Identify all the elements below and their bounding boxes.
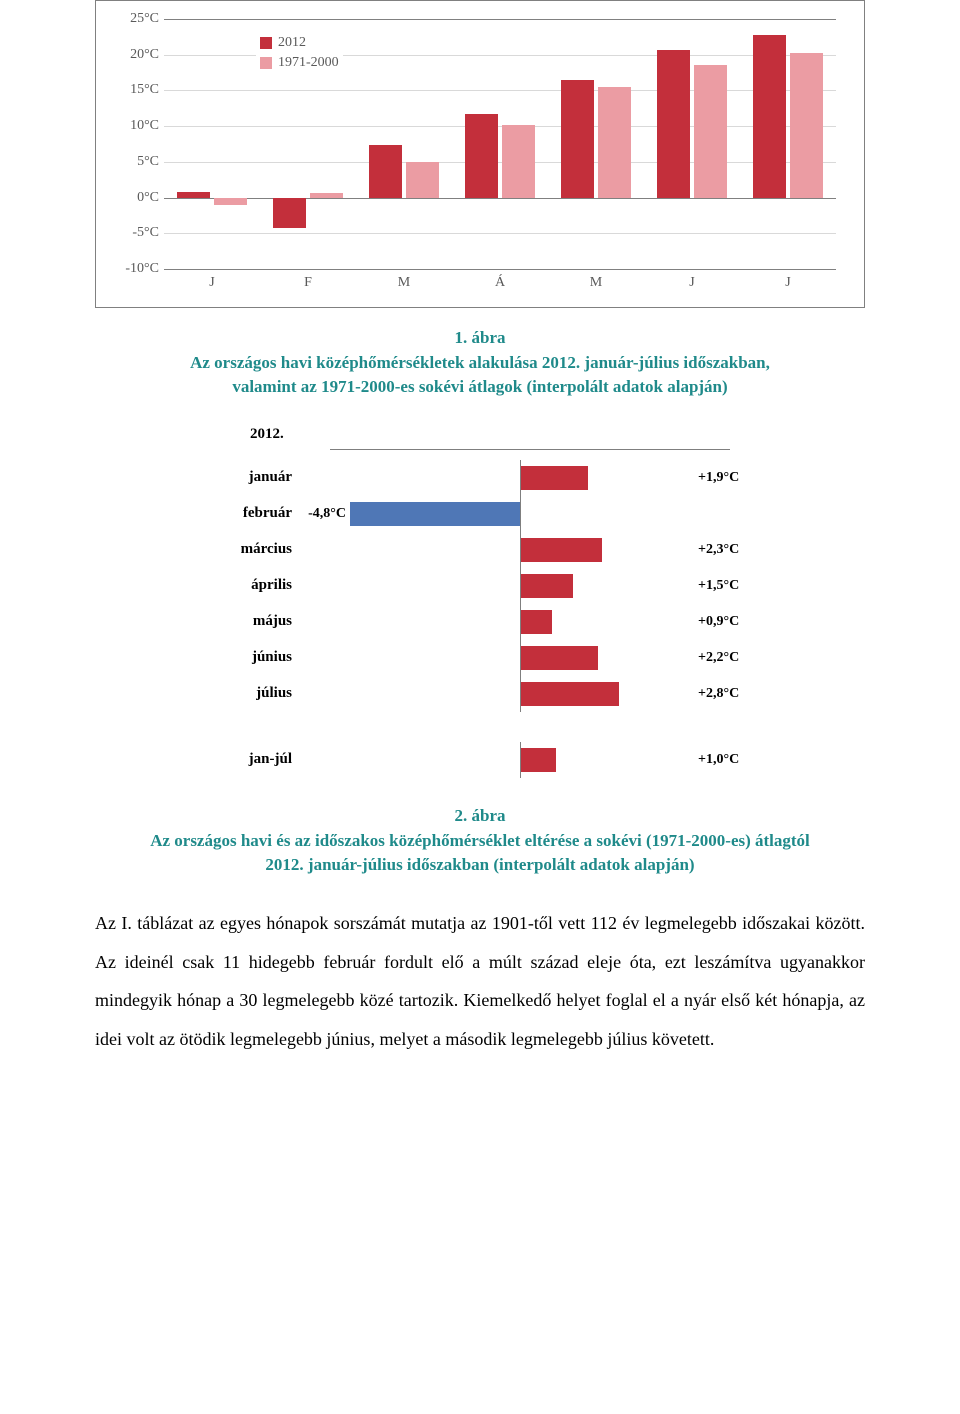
chart2-row: január +1,9°C xyxy=(200,460,760,496)
chart2-bar-wrap xyxy=(350,742,690,778)
chart1-bar xyxy=(273,198,306,228)
chart2-bar-wrap xyxy=(350,640,690,676)
chart2-row: április +1,5°C xyxy=(200,568,760,604)
chart2-row-label: június xyxy=(200,649,302,666)
chart2-pos-value: +2,8°C xyxy=(690,686,760,702)
chart2-pos-value: +2,2°C xyxy=(690,650,760,666)
chart2-row-label: április xyxy=(200,577,302,594)
chart1-bar xyxy=(502,125,535,198)
chart2-bar xyxy=(350,502,520,526)
chart1-xlabel: M xyxy=(548,269,644,291)
chart2-pos-value: +1,9°C xyxy=(690,470,760,486)
chart2-row: március +2,3°C xyxy=(200,532,760,568)
chart1-xlabel: F xyxy=(260,269,356,291)
chart1-legend-row: 2012 xyxy=(260,33,339,53)
chart2-row: február-4,8°C xyxy=(200,496,760,532)
chart2-bar-wrap xyxy=(350,532,690,568)
chart2-title-underline xyxy=(330,449,730,450)
chart1-ylabel: 20°C xyxy=(109,47,159,63)
body-paragraph: Az I. táblázat az egyes hónapok sorszámá… xyxy=(95,904,865,1059)
chart2-row-label: július xyxy=(200,685,302,702)
chart2-bar-wrap xyxy=(350,496,690,532)
chart1-xlabel: Á xyxy=(452,269,548,291)
caption2-line2: Az országos havi és az időszakos középhő… xyxy=(150,831,810,850)
legend-label: 1971-2000 xyxy=(278,55,339,71)
chart2-row-label: jan-júl xyxy=(200,751,302,768)
chart1-bar xyxy=(753,35,786,198)
chart2-caption: 2. ábra Az országos havi és az időszakos… xyxy=(95,804,865,878)
chart2-container: 2012. január +1,9°C február-4,8°C március +2… xyxy=(200,426,760,778)
chart1-bar-group: Á xyxy=(452,19,548,269)
chart1-bar-group: M xyxy=(356,19,452,269)
chart1-container: 25°C20°C15°C10°C5°C0°C-5°C-10°C JFMÁMJJ … xyxy=(95,0,865,308)
chart1-legend-row: 1971-2000 xyxy=(260,53,339,73)
chart1-bar xyxy=(790,53,823,197)
chart2-pos-value: +2,3°C xyxy=(690,542,760,558)
caption2-line1: 2. ábra xyxy=(455,806,506,825)
chart2-row: május +0,9°C xyxy=(200,604,760,640)
chart1-xlabel: J xyxy=(164,269,260,291)
chart1-ylabel: 5°C xyxy=(109,154,159,170)
chart1-ylabel: 15°C xyxy=(109,82,159,98)
chart2-row-label: március xyxy=(200,541,302,558)
chart1-bar xyxy=(214,198,247,206)
caption1-line3: valamint az 1971-2000-es sokévi átlagok … xyxy=(232,377,727,396)
chart1-ylabel: -5°C xyxy=(109,225,159,241)
chart1-bar xyxy=(598,87,631,198)
chart2-bar-wrap xyxy=(350,568,690,604)
chart2-bar xyxy=(521,748,556,772)
chart1-xlabel: M xyxy=(356,269,452,291)
chart1-bar-group: J xyxy=(740,19,836,269)
chart1-xlabel: J xyxy=(740,269,836,291)
chart1-ylabel: 0°C xyxy=(109,190,159,206)
chart2-bar-wrap xyxy=(350,676,690,712)
caption2-line3: 2012. január-július időszakban (interpol… xyxy=(265,855,694,874)
chart1-legend: 2012 1971-2000 xyxy=(256,31,343,75)
chart1-bar xyxy=(561,80,594,197)
chart2-title: 2012. xyxy=(250,426,760,443)
chart2-row: július +2,8°C xyxy=(200,676,760,712)
legend-swatch xyxy=(260,37,272,49)
chart2-row: jan-júl +1,0°C xyxy=(200,742,760,778)
chart2-bar xyxy=(521,538,602,562)
chart2-bar xyxy=(521,682,620,706)
chart1-bar xyxy=(406,162,439,198)
chart2-bar-wrap xyxy=(350,460,690,496)
chart2-neg-value: -4,8°C xyxy=(302,506,350,522)
caption1-line1: 1. ábra xyxy=(455,328,506,347)
chart1-caption: 1. ábra Az országos havi középhőmérsékle… xyxy=(95,326,865,400)
chart1-bar-group: J xyxy=(644,19,740,269)
chart2-row-label: január xyxy=(200,469,302,486)
chart2-pos-value: +1,0°C xyxy=(690,752,760,768)
chart2-bar xyxy=(521,646,599,670)
chart1-bar-group: M xyxy=(548,19,644,269)
chart2-row: június +2,2°C xyxy=(200,640,760,676)
chart2-pos-value: +1,5°C xyxy=(690,578,760,594)
chart1-ylabel: -10°C xyxy=(109,261,159,277)
chart2-row-label: február xyxy=(200,505,302,522)
chart2-bar xyxy=(521,466,588,490)
chart1-bar xyxy=(310,193,343,197)
chart1-bar xyxy=(177,192,210,198)
chart2-pos-value: +0,9°C xyxy=(690,614,760,630)
caption1-line2: Az országos havi középhőmérsékletek alak… xyxy=(190,353,770,372)
chart1-bar xyxy=(694,65,727,197)
chart1-bar xyxy=(369,145,402,197)
chart2-row-label: május xyxy=(200,613,302,630)
chart1-bar-group: J xyxy=(164,19,260,269)
chart1-xlabel: J xyxy=(644,269,740,291)
chart2-bar xyxy=(521,574,574,598)
chart1-ylabel: 10°C xyxy=(109,118,159,134)
chart1-ylabel: 25°C xyxy=(109,11,159,27)
legend-label: 2012 xyxy=(278,35,306,51)
chart1-bar xyxy=(465,114,498,198)
legend-swatch xyxy=(260,57,272,69)
chart2-bar-wrap xyxy=(350,604,690,640)
chart1-bar xyxy=(657,50,690,198)
chart2-bar xyxy=(521,610,553,634)
